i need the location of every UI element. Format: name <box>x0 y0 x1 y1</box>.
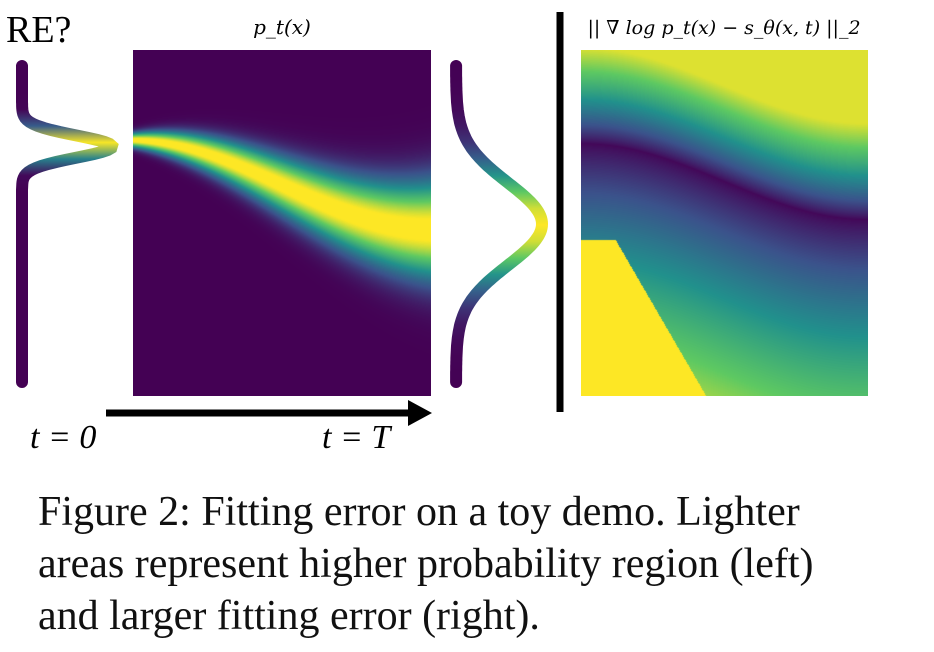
final-density-curve <box>450 60 549 388</box>
density-panel-title: p_t(x) <box>253 15 311 39</box>
time-start-label: t = 0 <box>30 419 96 456</box>
caption-line-3: and larger fitting error (right). <box>38 593 540 639</box>
time-end-label: t = T <box>322 419 392 456</box>
clipped-heading-fragment: RE? <box>6 9 71 51</box>
figure-caption: Figure 2: Fitting error on a toy demo. L… <box>38 486 928 642</box>
density-heatmap <box>133 50 431 396</box>
error-panel-title: || ∇ log p_t(x) − s_θ(x, t) ||_2 <box>587 17 860 39</box>
caption-line-2: areas represent higher probability regio… <box>38 541 814 587</box>
caption-line-1: Figure 2: Fitting error on a toy demo. L… <box>38 489 800 535</box>
initial-density-curve <box>16 60 119 388</box>
error-heatmap <box>581 50 868 396</box>
figure-2: RE? p_t(x) t = 0 t = T || ∇ log p_t(x) −… <box>6 9 868 456</box>
time-arrow-head <box>408 400 432 426</box>
